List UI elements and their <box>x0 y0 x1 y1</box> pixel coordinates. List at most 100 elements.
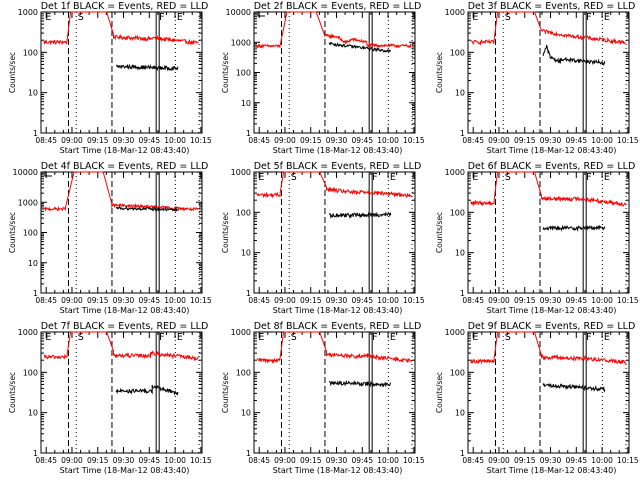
panel-title: Det 7f BLACK = Events, RED = LLD <box>41 321 209 332</box>
y-tick-label: 1 <box>33 289 38 298</box>
y-tick-label: 1 <box>460 449 465 458</box>
panel-chart: Det 3f BLACK = Events, RED = LLD 1 10 100 10… <box>435 1 639 155</box>
time-marker-dotted: E <box>174 12 183 133</box>
time-marker-bracket <box>44 171 52 177</box>
events-series-line <box>116 63 179 72</box>
detector-panel-1: Det 1f BLACK = Events, RED = LLD 1 10 100 10… <box>0 0 213 160</box>
x-tick-label: 10:15 <box>617 456 639 465</box>
x-tick-label: 08:45 <box>462 136 484 145</box>
x-tick-label: 10:00 <box>591 136 613 145</box>
time-marker-solid: E <box>472 332 478 343</box>
x-tick-label: 09:00 <box>61 296 83 305</box>
x-tick-label: 10:15 <box>617 136 639 145</box>
panel-title: Det 8f BLACK = Events, RED = LLD <box>254 321 422 332</box>
x-tick-label: 10:15 <box>403 296 425 305</box>
time-marker-double: F <box>368 332 378 453</box>
x-tick-label: 08:45 <box>248 136 270 145</box>
plot-frame <box>253 171 416 294</box>
time-marker-solid: E <box>45 12 51 23</box>
time-marker-label: S <box>291 172 297 183</box>
x-axis-label: Start Time (18-Mar-12 08:43:40) <box>487 306 617 315</box>
y-tick-label: 10 <box>241 249 251 258</box>
time-marker-label: E <box>258 332 264 343</box>
time-marker-solid: E <box>472 12 478 23</box>
time-marker-solid: E <box>45 332 51 343</box>
panel-chart: Det 2f BLACK = Events, RED = LLD 1 10 100 10… <box>221 1 425 155</box>
y-tick-label: 10 <box>241 99 251 108</box>
plot-frame <box>467 11 630 134</box>
y-tick-label: 1 <box>246 129 251 138</box>
detector-panel-6: Det 6f BLACK = Events, RED = LLD 1 10 100 10… <box>427 160 640 320</box>
lld-series-line <box>256 11 412 50</box>
events-series-line <box>542 224 606 232</box>
lld-series-line <box>256 331 413 365</box>
time-marker-dotted: E <box>601 332 610 453</box>
y-tick-label: 1 <box>246 289 251 298</box>
time-marker-dotted: S <box>75 12 84 133</box>
x-tick-label: 10:00 <box>164 136 186 145</box>
time-marker-label: E <box>390 332 396 343</box>
x-axis-label: Start Time (18-Mar-12 08:43:40) <box>60 306 190 315</box>
x-tick-label: 10:00 <box>591 456 613 465</box>
time-marker-label: S <box>505 172 511 183</box>
x-tick-label: 08:45 <box>248 456 270 465</box>
y-tick-label: 100 <box>23 229 38 238</box>
x-tick-label: 10:15 <box>617 296 639 305</box>
x-tick-label: 10:00 <box>377 456 399 465</box>
x-tick-label: 09:45 <box>138 296 160 305</box>
y-tick-label: 1 <box>246 449 251 458</box>
x-axis-label: Start Time (18-Mar-12 08:43:40) <box>60 146 190 155</box>
events-series-line <box>115 384 179 396</box>
x-axis-label: Start Time (18-Mar-12 08:43:40) <box>273 306 403 315</box>
time-marker-double: F <box>582 12 592 133</box>
x-tick-label: 08:45 <box>462 296 484 305</box>
y-tick-label: 1 <box>460 129 465 138</box>
time-marker-double: F <box>582 332 592 453</box>
panel-chart: Det 4f BLACK = Events, RED = LLD 1 10 100 10… <box>8 161 212 315</box>
x-tick-label: 08:45 <box>462 456 484 465</box>
x-tick-label: 09:30 <box>113 136 135 145</box>
time-marker-solid: E <box>258 172 264 183</box>
y-tick-label: 1000 <box>445 8 465 17</box>
time-marker-solid: E <box>258 332 264 343</box>
plot-frame <box>253 11 416 134</box>
y-tick-label: 10000 <box>226 8 251 17</box>
time-marker-label: F <box>159 12 164 23</box>
y-tick-label: 1 <box>33 449 38 458</box>
x-tick-label: 09:45 <box>565 296 587 305</box>
time-marker-label: E <box>258 172 264 183</box>
time-marker-double: F <box>155 12 165 133</box>
x-axis-label: Start Time (18-Mar-12 08:43:40) <box>487 146 617 155</box>
x-tick-label: 09:30 <box>540 456 562 465</box>
time-marker-double: F <box>368 172 378 293</box>
x-tick-label: 09:00 <box>61 456 83 465</box>
x-tick-label: 10:00 <box>377 136 399 145</box>
x-tick-label: 10:15 <box>190 456 212 465</box>
panel-chart: Det 8f BLACK = Events, RED = LLD 1 10 100 10… <box>221 321 425 475</box>
x-tick-label: 09:30 <box>326 296 348 305</box>
x-tick-label: 09:45 <box>565 456 587 465</box>
detector-panel-9: Det 9f BLACK = Events, RED = LLD 1 10 100 10… <box>427 320 640 480</box>
y-tick-label: 10 <box>455 249 465 258</box>
time-marker-dotted: S <box>502 172 511 293</box>
y-tick-label: 100 <box>450 368 465 377</box>
panel-chart: Det 1f BLACK = Events, RED = LLD 1 10 100 10… <box>8 1 212 155</box>
time-marker-label: E <box>472 12 478 23</box>
x-tick-label: 09:45 <box>565 136 587 145</box>
plot-frame <box>40 11 203 134</box>
y-tick-label: 10 <box>455 89 465 98</box>
time-marker-label: E <box>390 172 396 183</box>
time-marker-double: F <box>582 172 592 293</box>
detector-panel-8: Det 8f BLACK = Events, RED = LLD 1 10 100 10… <box>213 320 426 480</box>
x-tick-label: 09:00 <box>488 296 510 305</box>
time-marker-label: E <box>604 332 610 343</box>
x-tick-label: 09:15 <box>514 136 536 145</box>
y-tick-label: 1000 <box>18 328 38 337</box>
plot-frame <box>40 331 203 454</box>
plot-frame <box>467 171 630 294</box>
x-tick-label: 09:15 <box>300 456 322 465</box>
events-series-line <box>115 205 179 213</box>
time-marker-label: F <box>159 332 164 343</box>
panel-title: Det 5f BLACK = Events, RED = LLD <box>254 161 422 172</box>
